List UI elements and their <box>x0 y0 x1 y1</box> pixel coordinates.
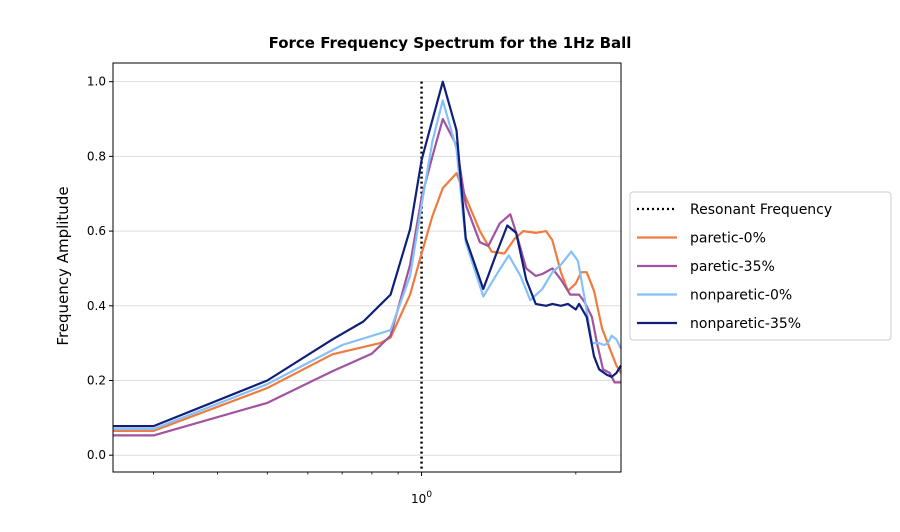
series-line-nonparetic-35pct <box>113 80 622 428</box>
legend: Resonant Frequency paretic-0% paretic-35% n… <box>629 191 892 341</box>
y-tick-label: 0.6 <box>87 224 106 238</box>
series-line-paretic-0pct <box>113 172 622 432</box>
legend-label: nonparetic-35% <box>690 316 801 332</box>
y-tick-label: 0.0 <box>87 448 106 462</box>
legend-box <box>629 191 892 341</box>
x-tick-label: 100 <box>411 490 432 506</box>
y-axis: 0.0 0.2 0.4 0.6 0.8 1.0 <box>87 75 113 462</box>
legend-label: Resonant Frequency <box>690 202 832 218</box>
plot-frame <box>112 62 622 473</box>
series-line-nonparetic-0pct <box>113 99 622 431</box>
x-axis: 100 <box>153 472 577 506</box>
chart-title: Force Frequency Spectrum for the 1Hz Bal… <box>269 34 632 52</box>
y-tick-label: 1.0 <box>87 75 106 89</box>
legend-label: paretic-0% <box>690 231 766 247</box>
series-line-paretic-35pct <box>113 117 621 437</box>
legend-label: nonparetic-0% <box>690 288 792 304</box>
legend-label: paretic-35% <box>690 259 775 275</box>
y-tick-label: 0.4 <box>87 299 106 313</box>
y-tick-label: 0.8 <box>87 149 106 163</box>
y-tick-label: 0.2 <box>87 373 106 387</box>
plot-area <box>113 80 622 472</box>
grid-lines <box>113 81 621 456</box>
y-axis-label: Frequency Amplitude <box>54 186 72 345</box>
